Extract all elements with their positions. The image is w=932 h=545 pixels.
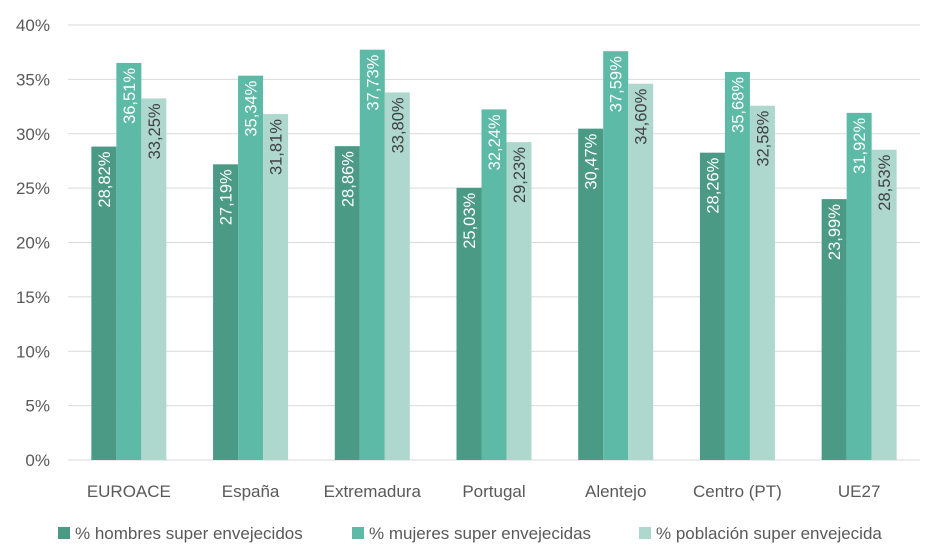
bar <box>749 105 775 460</box>
data-label: 30,47% <box>583 133 601 189</box>
data-label: 33,25% <box>146 103 164 159</box>
data-label: 28,82% <box>96 151 114 207</box>
y-tick-label: 0% <box>25 451 50 470</box>
y-axis-ticks: 0% 5% 10% 15% 20% 25% 30% 35% 40% <box>16 16 50 470</box>
data-label: 32,58% <box>754 110 772 166</box>
data-label: 27,19% <box>218 169 236 225</box>
bar <box>871 149 897 460</box>
x-axis-categories: EUROACE España Extremadura Portugal Alentejo… <box>87 482 881 501</box>
y-tick-label: 20% <box>16 234 50 253</box>
x-category-label: España <box>222 482 280 501</box>
x-category-label: UE27 <box>838 482 881 501</box>
data-label: 29,23% <box>511 147 529 203</box>
x-category-label: Centro (PT) <box>693 482 782 501</box>
data-label: 28,53% <box>876 154 894 210</box>
data-label: 34,60% <box>633 88 651 144</box>
y-tick-label: 5% <box>25 397 50 416</box>
bar <box>238 75 264 461</box>
x-category-label: Portugal <box>462 482 525 501</box>
x-category-label: Alentejo <box>585 482 646 501</box>
data-labels: 28,82% 36,51% 33,25% 27,19% 35,34% 31,81% 28,8… <box>96 54 894 260</box>
y-tick-label: 15% <box>16 288 50 307</box>
y-tick-label: 40% <box>16 16 50 35</box>
bar <box>699 152 725 461</box>
bar <box>846 112 872 461</box>
y-tick-label: 30% <box>16 125 50 144</box>
bar <box>506 142 532 460</box>
bars <box>91 49 897 461</box>
x-category-label: EUROACE <box>87 482 171 501</box>
y-tick-label: 25% <box>16 179 50 198</box>
data-label: 33,80% <box>389 97 407 153</box>
data-label: 35,34% <box>243 80 261 136</box>
data-label: 32,24% <box>486 114 504 170</box>
bar <box>456 187 482 460</box>
bar <box>603 51 629 461</box>
bar <box>116 62 142 461</box>
legend-swatch <box>639 527 651 539</box>
bar <box>263 114 289 460</box>
legend-label: % población super envejecida <box>656 524 882 543</box>
bar <box>359 49 385 460</box>
bar <box>481 109 507 460</box>
bar <box>213 164 239 460</box>
data-label: 36,51% <box>121 68 139 124</box>
legend-swatch <box>58 527 70 539</box>
bar <box>384 92 410 461</box>
legend: % hombres super envejecidos % mujeres sup… <box>58 524 882 543</box>
data-label: 35,68% <box>729 77 747 133</box>
bar <box>821 199 847 460</box>
data-label: 37,59% <box>608 56 626 112</box>
bar <box>334 146 360 460</box>
legend-label: % hombres super envejecidos <box>75 524 303 543</box>
data-label: 31,92% <box>851 118 869 174</box>
bar <box>578 128 604 461</box>
bar <box>628 83 654 460</box>
data-label: 37,73% <box>364 54 382 110</box>
y-tick-label: 10% <box>16 342 50 361</box>
bar <box>141 98 167 460</box>
data-label: 28,86% <box>339 151 357 207</box>
data-label: 25,03% <box>461 192 479 248</box>
legend-swatch <box>352 527 364 539</box>
x-category-label: Extremadura <box>324 482 422 501</box>
data-label: 31,81% <box>268 119 286 175</box>
data-label: 23,99% <box>826 204 844 260</box>
data-label: 28,26% <box>704 157 722 213</box>
legend-label: % mujeres super envejecidas <box>369 524 591 543</box>
bar <box>91 146 117 460</box>
bar <box>724 71 750 460</box>
y-tick-label: 35% <box>16 70 50 89</box>
